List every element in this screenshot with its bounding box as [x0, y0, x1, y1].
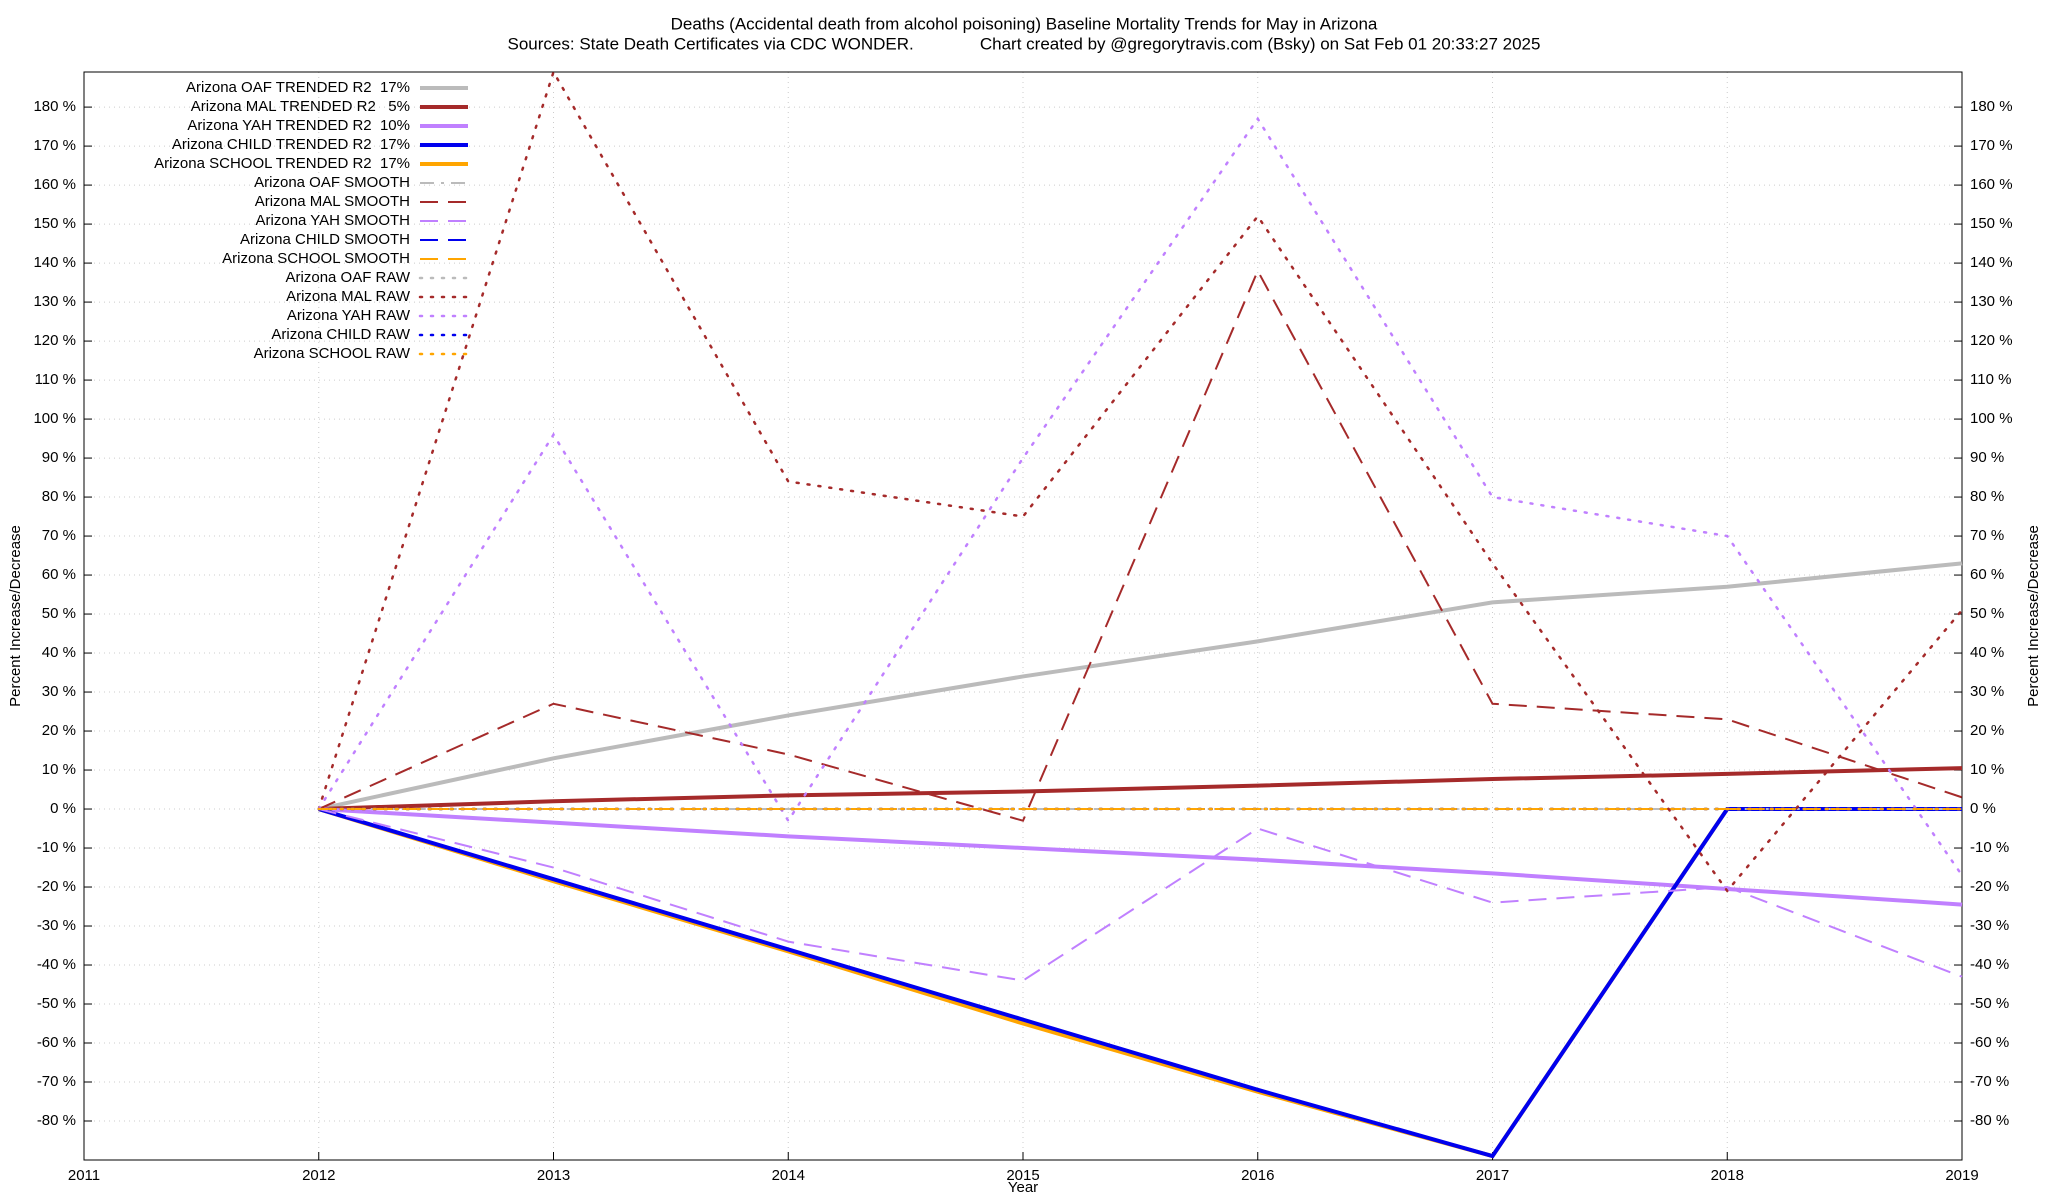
y2-tick-label: -70 %: [1970, 1073, 2009, 1090]
y-tick-label: 90 %: [42, 449, 76, 466]
y-tick-label: 110 %: [35, 371, 76, 388]
y-tick-label: -20 %: [37, 878, 76, 895]
y2-tick-label: 110 %: [1970, 371, 2011, 388]
legend-label: Arizona OAF SMOOTH: [254, 174, 410, 191]
x-tick-label: 2012: [302, 1167, 335, 1184]
y-tick-label: 170 %: [33, 137, 76, 154]
y-axis-label: Percent Increase/Decrease: [7, 525, 24, 707]
series-line: [317, 68, 1964, 893]
x-tick-label: 2016: [1241, 1167, 1274, 1184]
y-tick-label: -10 %: [37, 839, 76, 856]
y2-tick-label: 90 %: [1970, 449, 2004, 466]
legend-label: Arizona CHILD RAW: [271, 326, 410, 343]
y2-tick-label: 70 %: [1970, 527, 2004, 544]
y-tick-label: -60 %: [37, 1034, 76, 1051]
x-tick-label: 2017: [1476, 1167, 1509, 1184]
y2-tick-label: -50 %: [1970, 995, 2009, 1012]
y2-tick-label: 40 %: [1970, 644, 2004, 661]
legend-label: Arizona CHILD SMOOTH: [240, 231, 410, 248]
y-tick-label: 180 %: [33, 98, 76, 115]
y2-tick-label: 160 %: [1970, 176, 2013, 193]
chart-subtitle: Sources: State Death Certificates via CD…: [508, 34, 1541, 53]
y-tick-label: 100 %: [33, 410, 76, 427]
y-tick-label: -50 %: [37, 995, 76, 1012]
y2-tick-label: 10 %: [1970, 761, 2004, 778]
y2-tick-label: 80 %: [1970, 488, 2004, 505]
x-tick-label: 2019: [1945, 1167, 1978, 1184]
y2-tick-label: 170 %: [1970, 137, 2013, 154]
x-tick-label: 2018: [1711, 1167, 1744, 1184]
y-tick-label: 40 %: [42, 644, 76, 661]
y2-tick-label: 0 %: [1970, 800, 1996, 817]
series-line: [317, 116, 1964, 877]
y2-tick-label: 100 %: [1970, 410, 2013, 427]
legend-label: Arizona OAF TRENDED R2 17%: [186, 79, 410, 96]
series-line: [318, 807, 1963, 907]
y-tick-label: 160 %: [33, 176, 76, 193]
y2-tick-label: 60 %: [1970, 566, 2004, 583]
y-tick-label: -40 %: [37, 956, 76, 973]
x-tick-label: 2013: [537, 1167, 570, 1184]
y-tick-label: 10 %: [42, 761, 76, 778]
y-tick-label: 70 %: [42, 527, 76, 544]
y2-tick-label: 120 %: [1970, 332, 2013, 349]
y-tick-label: -30 %: [37, 917, 76, 934]
y-tick-label: 80 %: [42, 488, 76, 505]
chart-title: Deaths (Accidental death from alcohol po…: [671, 14, 1378, 33]
y-tick-label: 130 %: [33, 293, 76, 310]
series-line: [318, 561, 1963, 811]
y2-tick-label: -60 %: [1970, 1034, 2009, 1051]
y2-tick-label: -80 %: [1970, 1112, 2009, 1129]
y2-tick-label: 50 %: [1970, 605, 2004, 622]
y2-tick-label: 140 %: [1970, 254, 2013, 271]
y-tick-label: 150 %: [33, 215, 76, 232]
legend-label: Arizona SCHOOL RAW: [254, 345, 411, 362]
y-tick-label: 0 %: [50, 800, 76, 817]
series-line: [318, 807, 1962, 1159]
series-line: [318, 268, 1963, 822]
y2-tick-label: 150 %: [1970, 215, 2013, 232]
legend-label: Arizona MAL TRENDED R2 5%: [191, 98, 410, 115]
legend-label: Arizona SCHOOL SMOOTH: [222, 250, 410, 267]
legend-label: Arizona MAL RAW: [286, 288, 411, 305]
x-tick-label: 2015: [1006, 1167, 1039, 1184]
y-tick-label: -70 %: [37, 1073, 76, 1090]
x-tick-label: 2011: [68, 1167, 100, 1184]
series-line: [318, 766, 1963, 812]
x-tick-label: 2014: [772, 1167, 805, 1184]
y-tick-label: 30 %: [42, 683, 76, 700]
legend-label: Arizona OAF RAW: [286, 269, 411, 286]
y2-tick-label: -40 %: [1970, 956, 2009, 973]
y2-axis-label: Percent Increase/Decrease: [2025, 525, 2042, 707]
y-tick-label: 60 %: [42, 566, 76, 583]
y-tick-label: 140 %: [33, 254, 76, 271]
y-tick-label: -80 %: [37, 1112, 76, 1129]
legend-label: Arizona SCHOOL TRENDED R2 17%: [154, 155, 410, 172]
series-line: [318, 807, 1962, 1159]
x-axis-label: Year: [1008, 1179, 1038, 1196]
y2-tick-label: 20 %: [1970, 722, 2004, 739]
legend-label: Arizona YAH RAW: [287, 307, 411, 324]
legend-label: Arizona CHILD TRENDED R2 17%: [172, 136, 410, 153]
plot-frame: [83, 71, 1963, 1161]
legend-label: Arizona MAL SMOOTH: [255, 193, 410, 210]
y2-tick-label: 30 %: [1970, 683, 2004, 700]
y2-tick-label: -10 %: [1970, 839, 2009, 856]
y2-tick-label: 130 %: [1970, 293, 2013, 310]
y-tick-label: 20 %: [42, 722, 76, 739]
legend-label: Arizona YAH SMOOTH: [256, 212, 410, 229]
y2-tick-label: -20 %: [1970, 878, 2009, 895]
y2-tick-label: -30 %: [1970, 917, 2009, 934]
y-tick-label: 120 %: [33, 332, 76, 349]
y-tick-label: 50 %: [42, 605, 76, 622]
series-line: [318, 808, 1963, 982]
y2-tick-label: 180 %: [1970, 98, 2013, 115]
legend-label: Arizona YAH TRENDED R2 10%: [187, 117, 410, 134]
